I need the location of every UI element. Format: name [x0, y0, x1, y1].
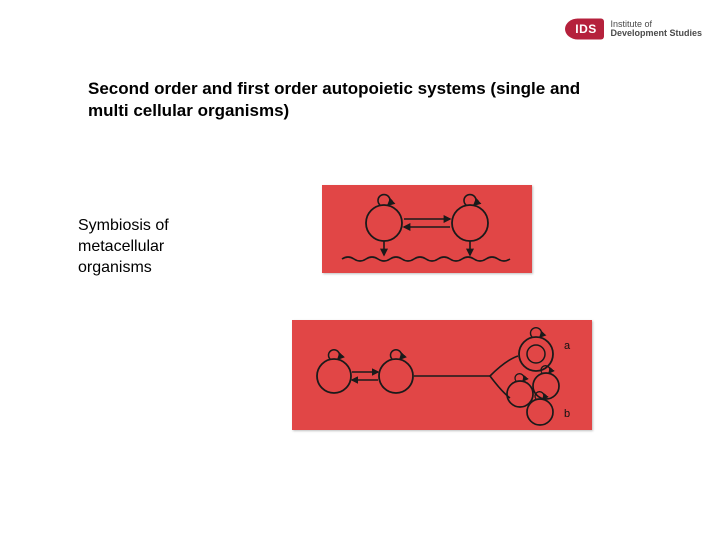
ids-logo-text: Institute of Development Studies	[610, 20, 702, 38]
figure1-caption: Symbiosis of metacellular organisms	[78, 216, 238, 278]
figure-branching: a b	[292, 320, 592, 430]
ids-logo-badge-text: IDS	[576, 22, 598, 36]
ids-logo-line2: Development Studies	[610, 29, 702, 38]
figure2-label-a: a	[564, 340, 570, 352]
ids-logo: IDS Institute of Development Studies	[564, 18, 702, 40]
slide-title: Second order and first order autopoietic…	[88, 78, 588, 122]
figure2-label-b: b	[564, 408, 570, 420]
ids-logo-badge: IDS	[564, 18, 604, 40]
figure-symbiosis	[322, 185, 532, 273]
